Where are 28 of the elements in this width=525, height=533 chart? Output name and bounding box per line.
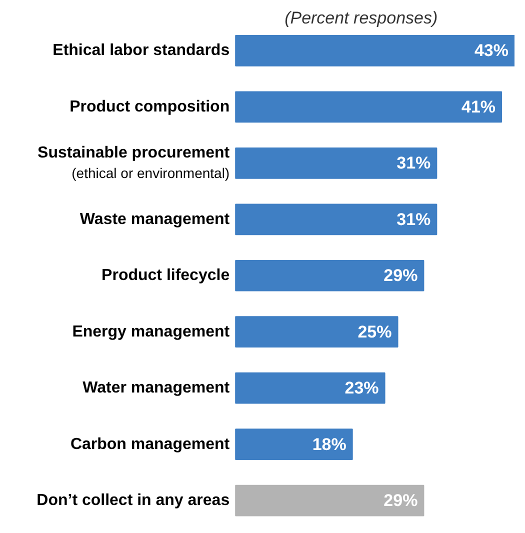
bar (235, 428, 353, 460)
y-tick-label: Water management (82, 380, 230, 397)
y-tick-label: Product lifecycle (102, 267, 230, 284)
data-label: 41% (462, 97, 496, 116)
bar (235, 147, 438, 179)
data-label: 31% (396, 154, 431, 173)
data-label: 25% (358, 322, 392, 342)
chart-title: (Percent responses) (284, 8, 438, 28)
bar (235, 316, 398, 348)
data-label: 29% (384, 266, 418, 286)
bar (235, 260, 424, 292)
data-label: 43% (474, 41, 509, 60)
data-label: 23% (344, 378, 379, 398)
y-tick-label: Sustainable procurement (ethical or environmental) (38, 144, 230, 182)
data-label: 18% (312, 434, 346, 454)
bar (235, 34, 514, 66)
y-tick-label: Product composition (70, 98, 230, 116)
y-tick-label: Waste management (80, 210, 230, 228)
bar (235, 204, 438, 236)
bar (235, 484, 424, 516)
y-tick-label: Carbon management (70, 436, 230, 453)
bar (235, 372, 386, 404)
bar (235, 91, 502, 123)
data-label: 31% (396, 210, 431, 229)
y-tick-label: Don’t collect in any areas (36, 492, 230, 510)
y-tick-label: Ethical labor standards (52, 42, 230, 60)
data-label: 29% (384, 491, 418, 510)
y-tick-label: Energy management (72, 323, 230, 340)
